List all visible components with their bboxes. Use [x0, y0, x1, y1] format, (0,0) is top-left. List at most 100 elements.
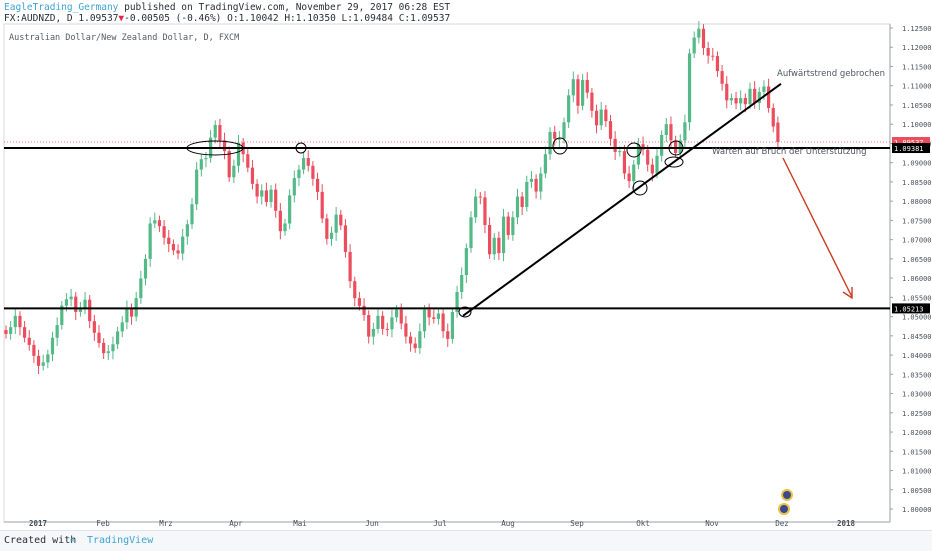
candle-body	[348, 251, 352, 282]
candle-body	[162, 226, 166, 238]
circle-annotation	[552, 137, 568, 155]
x-tick-label: Dez	[775, 519, 789, 528]
candle-body	[432, 317, 436, 319]
candle-body	[562, 122, 566, 139]
candle-body	[236, 142, 241, 166]
candle-body	[646, 149, 650, 165]
y-tick-label: 1.06000	[902, 275, 932, 283]
candle-body	[674, 140, 678, 154]
candle-body	[283, 223, 287, 232]
y-tick-label: 1.00000	[902, 506, 932, 514]
candle-body	[278, 210, 282, 232]
candle-body	[306, 158, 310, 166]
candle-body	[395, 309, 399, 318]
candle-body	[111, 344, 115, 352]
y-tick-label: 1.09000	[902, 160, 932, 168]
candle-body	[725, 83, 729, 101]
circle-annotation	[632, 180, 648, 196]
candle-body	[92, 321, 96, 333]
candle-body	[181, 236, 185, 254]
y-tick-label: 1.10500	[902, 102, 932, 110]
candle-body	[125, 308, 129, 323]
price-change: -0.00505 (-0.46%)	[124, 13, 222, 24]
candle-body	[190, 204, 194, 225]
candle-body	[585, 79, 589, 93]
candle-body	[9, 327, 13, 334]
candle-body	[381, 315, 385, 329]
candle-body	[50, 337, 55, 355]
candle-body	[204, 158, 208, 160]
circle-annotation	[295, 142, 307, 154]
candle-body	[464, 248, 468, 276]
candle-body	[41, 362, 45, 366]
candle-body	[734, 98, 738, 104]
candle-body	[13, 315, 17, 328]
candle-body	[143, 258, 148, 279]
y-tick-label: 1.04500	[902, 333, 932, 341]
y-tick-label: 1.03500	[902, 371, 932, 379]
candle-body	[506, 216, 510, 236]
candle-body	[297, 169, 301, 179]
last-price: 1.09537	[78, 13, 119, 24]
candle-body	[599, 109, 603, 126]
candle-body	[157, 220, 162, 227]
candle-body	[706, 48, 710, 56]
symbol-label: FX:AUDNZD, D	[4, 13, 73, 24]
candle-body	[553, 131, 557, 139]
candle-body	[622, 151, 627, 174]
candle-body	[776, 122, 780, 143]
candle-body	[697, 28, 701, 38]
candle-body	[511, 217, 515, 236]
candle-body	[520, 196, 524, 207]
candle-body	[450, 311, 454, 339]
candle-body	[567, 95, 571, 123]
candle-body	[325, 218, 329, 239]
candle-body	[55, 325, 59, 338]
candle-body	[250, 167, 255, 184]
x-tick-label: 2018	[837, 519, 856, 528]
candle-body	[199, 159, 203, 170]
y-tick-label: 1.08500	[902, 179, 932, 187]
candle-body	[664, 124, 668, 135]
candlestick-chart[interactable]: Australian Dollar/New Zealand Dollar, D,…	[0, 0, 932, 530]
y-tick-label: 1.02500	[902, 410, 932, 418]
candle-body	[720, 71, 724, 84]
candle-body	[548, 131, 552, 155]
candle-body	[371, 328, 375, 337]
candle-body	[195, 169, 199, 205]
header-ohlc-line: FX:AUDNZD, D 1.09537▼-0.00505 (-0.46%) O…	[4, 13, 450, 24]
candle-body	[497, 237, 501, 254]
circle-annotation	[664, 156, 684, 168]
candle-body	[97, 332, 101, 343]
author-link[interactable]: EagleTrading_Germany	[4, 2, 119, 13]
candle-body	[757, 91, 761, 104]
forecast-arrow-head	[842, 287, 853, 300]
candle-body	[729, 98, 733, 101]
y-tick-label: 1.00500	[902, 487, 932, 495]
header-publish-line: EagleTrading_Germany published on Tradin…	[4, 2, 450, 13]
candle-body	[18, 315, 22, 328]
event-marker-inner-icon	[783, 491, 791, 499]
x-tick-label: Feb	[96, 519, 110, 528]
publish-info: published on TradingView.com, November 2…	[118, 2, 451, 13]
x-tick-label: 2017	[29, 519, 47, 528]
candle-body	[488, 225, 492, 255]
tradingview-link[interactable]: TradingView	[87, 535, 154, 546]
candle-body	[74, 296, 78, 312]
candle-body	[441, 313, 445, 332]
y-tick-label: 1.03000	[902, 391, 932, 399]
x-tick-label: Apr	[229, 519, 243, 528]
candle-body	[78, 308, 82, 312]
candle-body	[353, 281, 357, 299]
candle-body	[390, 317, 394, 330]
candle-body	[748, 88, 752, 105]
candle-body	[232, 165, 236, 178]
candle-body	[292, 178, 296, 196]
candle-body	[315, 178, 320, 192]
tradingview-logo-icon: ≈	[70, 535, 77, 546]
candle-body	[339, 214, 343, 226]
candle-body	[227, 151, 231, 178]
candle-body	[116, 331, 120, 345]
candle-body	[148, 223, 152, 259]
y-tick-label: 1.05500	[902, 294, 932, 302]
